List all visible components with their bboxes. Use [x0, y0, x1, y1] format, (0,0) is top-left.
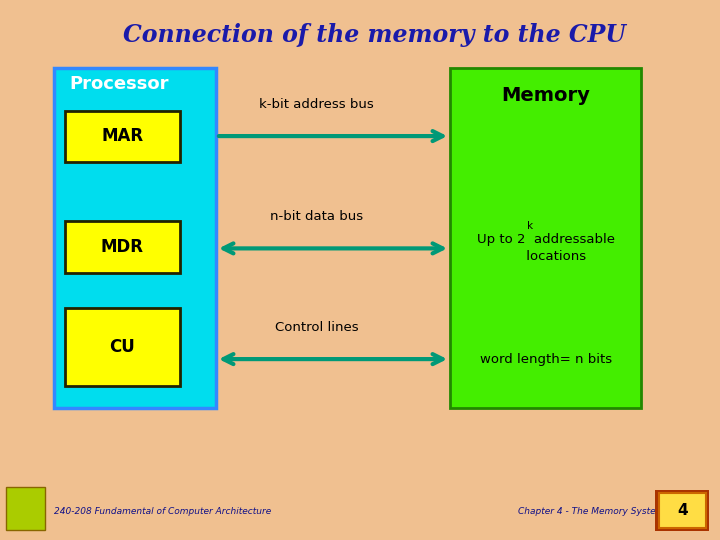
Text: Up to 2  addressable
     locations: Up to 2 addressable locations — [477, 233, 615, 264]
Bar — [655, 490, 709, 531]
Bar — [6, 487, 45, 530]
Text: CU: CU — [109, 338, 135, 356]
Text: 240-208 Fundamental of Computer Architecture: 240-208 Fundamental of Computer Architec… — [54, 508, 271, 516]
Bar — [65, 111, 180, 162]
Text: k-bit address bus: k-bit address bus — [259, 98, 374, 111]
Text: Connection of the memory to the CPU: Connection of the memory to the CPU — [123, 23, 626, 47]
Bar — [659, 493, 706, 528]
Text: Memory: Memory — [501, 86, 590, 105]
Text: k: k — [527, 221, 534, 231]
Text: word length= n bits: word length= n bits — [480, 353, 612, 366]
Text: Processor: Processor — [69, 75, 168, 93]
Bar — [450, 68, 641, 408]
Bar — [54, 68, 216, 408]
Bar — [65, 308, 180, 386]
Text: 4: 4 — [677, 503, 688, 518]
Text: MAR: MAR — [102, 127, 143, 145]
Text: MDR: MDR — [101, 238, 144, 256]
Text: Chapter 4 - The Memory System: Chapter 4 - The Memory System — [518, 508, 665, 516]
Bar — [65, 221, 180, 273]
Text: Control lines: Control lines — [275, 321, 359, 334]
Text: n-bit data bus: n-bit data bus — [270, 210, 364, 223]
